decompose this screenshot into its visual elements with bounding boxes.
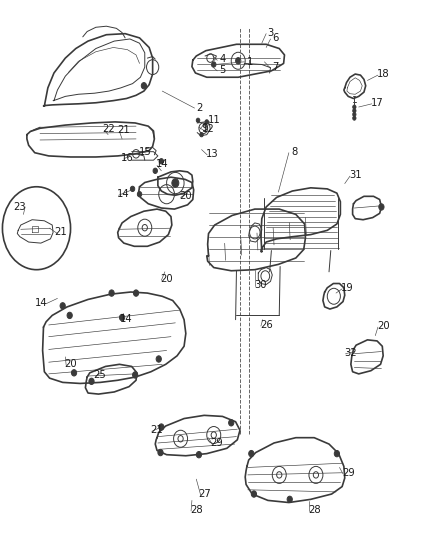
Circle shape (212, 62, 216, 67)
Text: 14: 14 (117, 189, 129, 199)
Circle shape (159, 159, 163, 164)
Text: 29: 29 (210, 438, 223, 448)
Circle shape (134, 290, 139, 296)
Text: 5: 5 (219, 65, 226, 75)
Text: 20: 20 (160, 274, 173, 284)
Text: 23: 23 (14, 202, 26, 212)
Text: 28: 28 (308, 505, 321, 515)
Text: 7: 7 (272, 62, 279, 72)
Text: 20: 20 (180, 191, 192, 201)
Text: 18: 18 (377, 69, 389, 79)
Circle shape (205, 120, 208, 124)
Text: 30: 30 (254, 280, 266, 289)
Text: 22: 22 (102, 124, 115, 134)
Text: 3: 3 (267, 28, 274, 38)
Text: 14: 14 (35, 297, 47, 308)
Circle shape (334, 450, 339, 457)
Text: 26: 26 (260, 320, 272, 330)
Circle shape (141, 83, 147, 89)
Circle shape (379, 204, 384, 210)
Text: 15: 15 (138, 147, 151, 157)
Circle shape (109, 290, 114, 296)
Text: 27: 27 (198, 489, 211, 499)
Text: 25: 25 (93, 370, 106, 380)
Circle shape (153, 168, 157, 173)
Circle shape (249, 450, 254, 457)
Circle shape (236, 58, 241, 64)
Circle shape (172, 179, 179, 187)
Text: 13: 13 (206, 149, 218, 159)
Text: 2: 2 (196, 103, 202, 113)
Text: 14: 14 (120, 313, 133, 324)
Text: 28: 28 (190, 505, 203, 515)
Circle shape (287, 496, 292, 503)
Circle shape (353, 112, 356, 117)
Text: 17: 17 (371, 98, 383, 108)
Circle shape (67, 312, 72, 319)
Circle shape (120, 314, 125, 321)
Text: 21: 21 (117, 125, 130, 135)
Text: 1: 1 (247, 57, 253, 67)
Text: 20: 20 (64, 359, 77, 369)
Text: 4: 4 (219, 54, 226, 64)
Circle shape (353, 116, 356, 120)
Circle shape (200, 133, 203, 137)
Text: 29: 29 (342, 468, 355, 478)
Text: 9: 9 (202, 123, 208, 133)
Circle shape (251, 491, 257, 497)
Text: 6: 6 (272, 33, 279, 43)
Circle shape (353, 105, 356, 109)
Circle shape (156, 356, 161, 362)
Circle shape (158, 449, 163, 456)
Circle shape (89, 378, 94, 384)
Circle shape (229, 419, 234, 426)
Text: 8: 8 (291, 147, 297, 157)
Text: 20: 20 (377, 321, 389, 331)
Circle shape (60, 303, 65, 309)
Circle shape (353, 109, 356, 113)
Text: 21: 21 (151, 425, 163, 435)
Circle shape (159, 424, 164, 430)
Circle shape (71, 369, 77, 376)
Text: 11: 11 (207, 115, 220, 125)
Text: 19: 19 (341, 283, 354, 293)
Circle shape (131, 186, 135, 191)
Text: 31: 31 (349, 170, 361, 180)
Circle shape (138, 191, 142, 197)
Text: 14: 14 (156, 159, 169, 169)
Text: 12: 12 (202, 124, 215, 134)
Text: 21: 21 (55, 228, 67, 238)
Circle shape (196, 451, 201, 458)
Text: 16: 16 (121, 153, 134, 163)
Text: 32: 32 (345, 348, 357, 358)
Circle shape (196, 118, 200, 123)
Circle shape (133, 372, 138, 378)
